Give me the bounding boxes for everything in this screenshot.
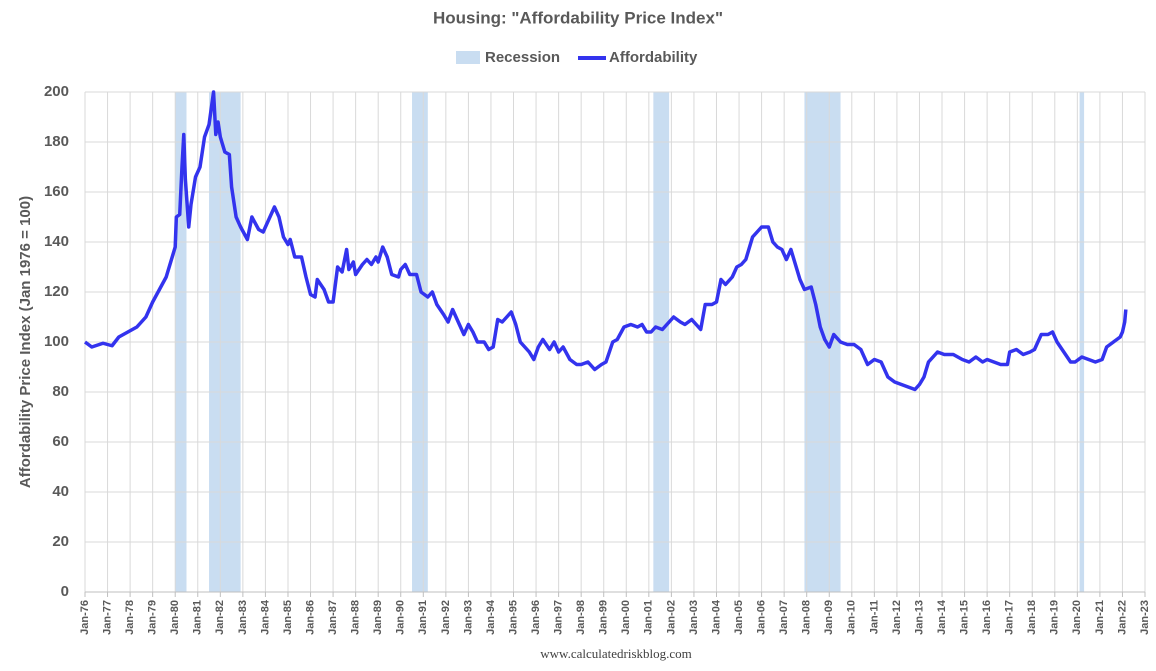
- x-tick-label: Jan-19: [1049, 600, 1061, 635]
- x-tick-label: Jan-01: [643, 600, 655, 635]
- y-tick-label: 100: [44, 333, 69, 350]
- x-tick-label: Jan-97: [553, 600, 565, 635]
- x-tick-label: Jan-10: [846, 600, 858, 635]
- x-tick-label: Jan-94: [485, 599, 497, 635]
- y-tick-label: 40: [52, 483, 69, 500]
- y-tick-label: 0: [61, 583, 69, 600]
- x-tick-label: Jan-87: [327, 600, 339, 635]
- x-tick-label: Jan-04: [710, 599, 722, 635]
- y-tick-label: 20: [52, 533, 69, 550]
- x-tick-label: Jan-85: [282, 600, 294, 635]
- x-tick-label: Jan-12: [891, 600, 903, 635]
- source: www.calculatedriskblog.com: [540, 646, 692, 661]
- x-tick-label: Jan-18: [1026, 600, 1038, 635]
- x-tick-label: Jan-98: [575, 600, 587, 635]
- x-tick-label: Jan-89: [372, 600, 384, 635]
- y-tick-label: 200: [44, 83, 69, 100]
- legend-label: Recession: [485, 49, 560, 66]
- x-tick-label: Jan-96: [530, 600, 542, 635]
- x-tick-label: Jan-91: [417, 600, 429, 635]
- x-tick-label: Jan-99: [598, 600, 610, 635]
- x-tick-label: Jan-21: [1094, 600, 1106, 635]
- y-tick-label: 140: [44, 233, 69, 250]
- x-tick-label: Jan-77: [101, 600, 113, 635]
- x-tick-label: Jan-11: [868, 600, 880, 634]
- x-tick-label: Jan-86: [304, 600, 316, 635]
- x-tick-label: Jan-84: [259, 599, 271, 635]
- chart-title: Housing: "Affordability Price Index": [433, 8, 723, 27]
- x-tick-label: Jan-81: [192, 600, 204, 635]
- x-tick-label: Jan-95: [507, 600, 519, 635]
- y-tick-label: 80: [52, 383, 69, 400]
- y-tick-label: 160: [44, 183, 69, 200]
- x-tick-label: Jan-16: [981, 600, 993, 635]
- legend-swatch-recession: [456, 51, 480, 64]
- x-tick-label: Jan-15: [958, 600, 970, 635]
- x-tick-label: Jan-14: [936, 599, 948, 635]
- x-tick-label: Jan-22: [1116, 600, 1128, 635]
- x-tick-label: Jan-02: [665, 600, 677, 635]
- x-tick-label: Jan-06: [756, 600, 768, 635]
- x-tick-label: Jan-23: [1139, 600, 1151, 635]
- x-tick-label: Jan-90: [395, 600, 407, 635]
- x-tick-label: Jan-09: [823, 600, 835, 635]
- x-tick-label: Jan-93: [462, 600, 474, 635]
- x-tick-label: Jan-82: [214, 600, 226, 635]
- y-tick-label: 180: [44, 133, 69, 150]
- x-tick-label: Jan-88: [350, 600, 362, 635]
- x-tick-label: Jan-13: [913, 600, 925, 635]
- x-tick-label: Jan-76: [79, 600, 91, 635]
- x-tick-label: Jan-05: [733, 600, 745, 635]
- y-tick-label: 60: [52, 433, 69, 450]
- x-tick-label: Jan-20: [1071, 600, 1083, 635]
- y-tick-label: 120: [44, 283, 69, 300]
- legend-label: Affordability: [609, 49, 698, 66]
- x-tick-label: Jan-03: [688, 600, 700, 635]
- x-tick-label: Jan-07: [778, 600, 790, 635]
- x-tick-label: Jan-17: [1004, 600, 1016, 635]
- x-tick-label: Jan-92: [440, 600, 452, 635]
- x-tick-label: Jan-83: [237, 600, 249, 635]
- x-tick-label: Jan-79: [147, 600, 159, 635]
- x-tick-label: Jan-78: [124, 600, 136, 635]
- x-tick-label: Jan-80: [169, 600, 181, 635]
- y-axis-label: Affordability Price Index (Jan 1976 = 10…: [17, 196, 34, 488]
- x-tick-label: Jan-00: [620, 600, 632, 635]
- data-line: [83, 90, 1128, 392]
- x-tick-label: Jan-08: [801, 600, 813, 635]
